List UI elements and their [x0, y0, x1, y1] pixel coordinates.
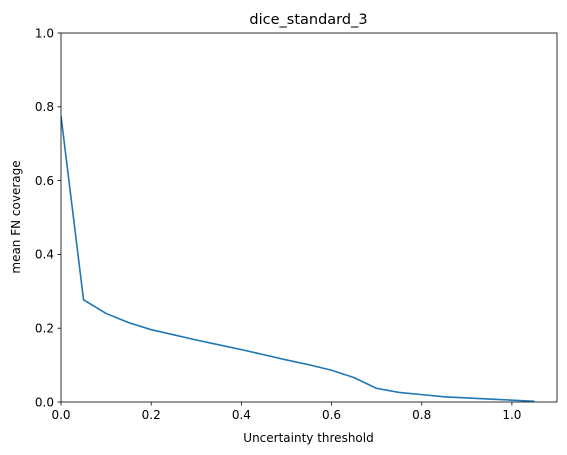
- x-tick-label: 0.6: [322, 408, 341, 422]
- x-tick-label: 1.0: [502, 408, 521, 422]
- x-tick-label: 0.0: [51, 408, 70, 422]
- x-tick-label: 0.4: [232, 408, 251, 422]
- y-axis: 0.0 0.2 0.4 0.6 0.8 1.0: [35, 26, 61, 409]
- plot-area: [60, 32, 558, 403]
- y-tick-label: 0.8: [35, 100, 54, 114]
- x-axis: 0.0 0.2 0.4 0.6 0.8 1.0: [51, 402, 521, 422]
- y-tick-label: 1.0: [35, 26, 54, 40]
- plot-frame: [60, 32, 558, 403]
- x-tick-label: 0.8: [412, 408, 431, 422]
- y-axis-label: mean FN coverage: [9, 160, 23, 273]
- chart-title: dice_standard_3: [249, 12, 367, 28]
- x-axis-label: Uncertainty threshold: [243, 431, 373, 445]
- y-tick-label: 0.0: [35, 395, 54, 409]
- y-tick-label: 0.6: [35, 174, 54, 188]
- y-tick-label: 0.4: [35, 248, 54, 262]
- y-tick-label: 0.2: [35, 322, 54, 336]
- series-line: [61, 115, 535, 402]
- x-tick-label: 0.2: [142, 408, 161, 422]
